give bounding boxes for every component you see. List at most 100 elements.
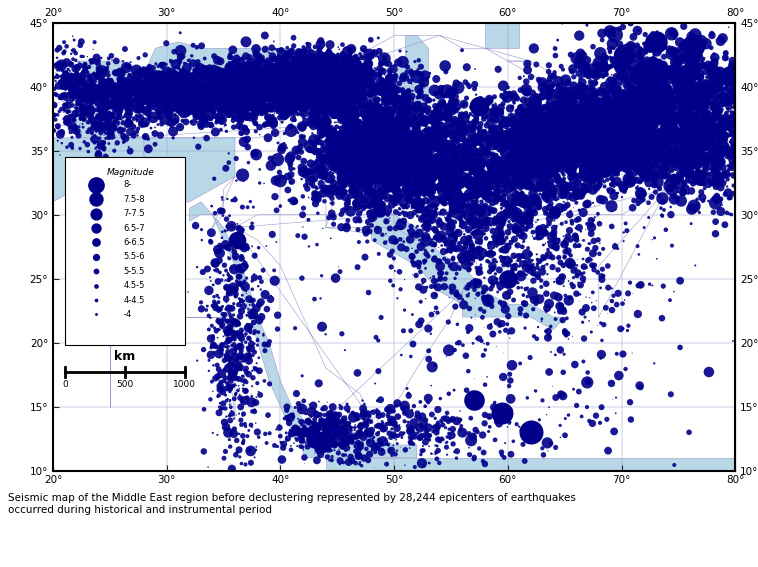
Point bbox=[675, 68, 688, 77]
Point bbox=[424, 132, 436, 141]
Point bbox=[243, 69, 255, 78]
Point bbox=[560, 124, 572, 133]
Point bbox=[468, 244, 481, 253]
Point bbox=[271, 56, 283, 65]
Point bbox=[597, 153, 609, 162]
Point bbox=[322, 48, 334, 57]
Point bbox=[563, 87, 575, 96]
Point bbox=[362, 77, 374, 86]
Point bbox=[456, 255, 468, 264]
Point bbox=[386, 125, 398, 134]
Point bbox=[329, 56, 341, 65]
Point bbox=[77, 108, 89, 117]
Point bbox=[271, 155, 283, 164]
Point bbox=[689, 125, 701, 134]
Point bbox=[578, 122, 590, 132]
Point bbox=[63, 117, 75, 126]
Point bbox=[312, 65, 324, 74]
Point bbox=[413, 143, 425, 152]
Point bbox=[709, 183, 722, 192]
Point bbox=[587, 99, 600, 108]
Point bbox=[371, 88, 383, 97]
Point bbox=[443, 206, 456, 215]
Point bbox=[296, 428, 309, 437]
Point bbox=[471, 244, 484, 253]
Point bbox=[237, 78, 249, 87]
Point bbox=[518, 232, 530, 241]
Point bbox=[423, 354, 435, 363]
Point bbox=[315, 92, 327, 101]
Point bbox=[494, 122, 506, 132]
Point bbox=[164, 114, 176, 123]
Point bbox=[77, 91, 89, 100]
Point bbox=[575, 129, 587, 138]
Point bbox=[619, 365, 631, 374]
Point bbox=[684, 99, 697, 108]
Point bbox=[244, 323, 256, 332]
Point bbox=[112, 84, 124, 93]
Point bbox=[462, 259, 475, 268]
Point bbox=[287, 58, 299, 67]
Point bbox=[384, 57, 396, 66]
Point bbox=[667, 67, 679, 77]
Point bbox=[471, 133, 483, 142]
Point bbox=[280, 94, 293, 103]
Point bbox=[473, 218, 485, 227]
Point bbox=[389, 197, 401, 206]
Point bbox=[428, 282, 440, 291]
Point bbox=[230, 192, 242, 201]
Point bbox=[287, 98, 299, 107]
Point bbox=[246, 285, 258, 294]
Point bbox=[503, 312, 515, 321]
Point bbox=[230, 289, 242, 298]
Point bbox=[391, 123, 403, 132]
Point bbox=[373, 428, 385, 437]
Point bbox=[693, 103, 705, 112]
Point bbox=[275, 75, 287, 84]
Point bbox=[546, 122, 558, 131]
Point bbox=[405, 426, 417, 435]
Point bbox=[626, 136, 638, 145]
Point bbox=[103, 112, 115, 121]
Point bbox=[423, 141, 435, 150]
Point bbox=[550, 151, 562, 160]
Point bbox=[457, 121, 469, 130]
Point bbox=[521, 170, 533, 179]
Point bbox=[649, 95, 661, 104]
Point bbox=[453, 136, 465, 145]
Point bbox=[665, 143, 677, 152]
Point bbox=[597, 161, 609, 170]
Point bbox=[185, 92, 197, 101]
Point bbox=[660, 84, 672, 94]
Point bbox=[592, 120, 604, 129]
Point bbox=[402, 407, 414, 416]
Point bbox=[271, 107, 283, 116]
Point bbox=[695, 120, 707, 129]
Point bbox=[410, 171, 422, 180]
Point bbox=[661, 153, 673, 162]
Point bbox=[497, 113, 509, 122]
Point bbox=[675, 117, 688, 126]
Point bbox=[703, 110, 716, 119]
Point bbox=[558, 109, 570, 118]
Point bbox=[381, 142, 393, 151]
Point bbox=[522, 216, 534, 225]
Point bbox=[117, 85, 130, 94]
Point bbox=[326, 164, 338, 174]
Point bbox=[668, 135, 680, 144]
Point bbox=[376, 200, 388, 209]
Point bbox=[358, 73, 370, 82]
Point bbox=[61, 58, 73, 67]
Point bbox=[312, 91, 324, 100]
Point bbox=[501, 93, 513, 102]
Point bbox=[550, 152, 562, 161]
Point bbox=[430, 132, 442, 141]
Point bbox=[480, 191, 492, 200]
Point bbox=[597, 99, 609, 108]
Point bbox=[349, 103, 361, 112]
Point bbox=[632, 98, 644, 107]
Point bbox=[578, 262, 590, 271]
Point bbox=[540, 93, 552, 102]
Point bbox=[533, 152, 545, 161]
Point bbox=[161, 95, 173, 104]
